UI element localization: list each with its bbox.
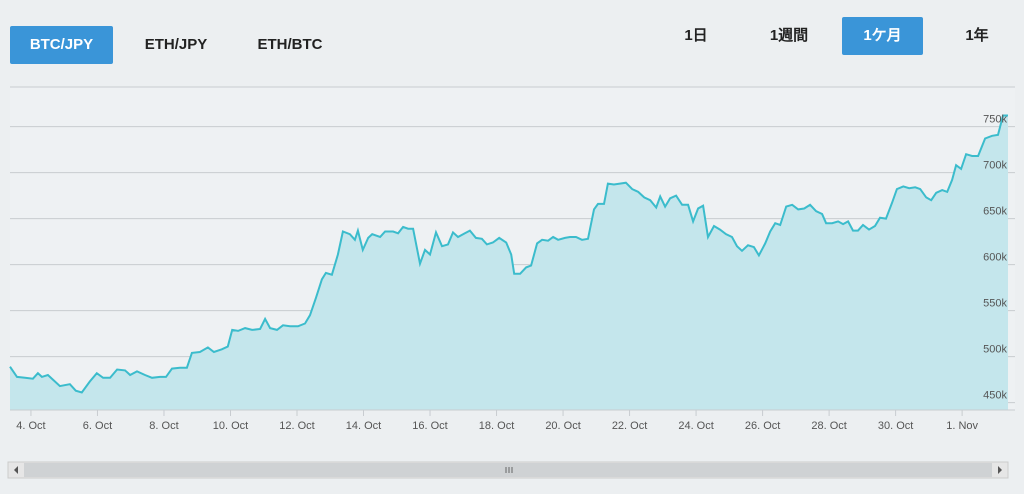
tab-button[interactable]: ETH/JPY	[144, 36, 208, 53]
x-tick-label: 8. Oct	[149, 420, 178, 432]
y-tick-label: 700k	[983, 159, 1007, 171]
scroll-right-arrow[interactable]	[998, 466, 1002, 474]
x-tick-label: 12. Oct	[279, 420, 314, 432]
tab-button[interactable]: 1ケ月	[842, 17, 923, 55]
y-tick-label: 600k	[983, 252, 1007, 264]
y-tick-label: 550k	[983, 298, 1007, 310]
x-tick-label: 4. Oct	[16, 420, 45, 432]
x-tick-label: 14. Oct	[346, 420, 381, 432]
y-tick-label: 650k	[983, 205, 1007, 217]
x-tick-label: 1. Nov	[946, 420, 978, 432]
y-tick-label: 500k	[983, 344, 1007, 356]
tab-button[interactable]: 1年	[965, 27, 989, 44]
scroll-left-arrow[interactable]	[14, 466, 18, 474]
y-tick-label: 450k	[983, 390, 1007, 402]
line	[9, 114, 1008, 394]
tab-button[interactable]: 1週間	[769, 27, 809, 44]
scrollbar[interactable]	[7, 461, 1009, 479]
tab-button[interactable]: ETH/BTC	[257, 36, 323, 53]
tab-button[interactable]: BTC/JPY	[10, 26, 113, 64]
x-tick-label: 6. Oct	[83, 420, 112, 432]
x-tick-label: 24. Oct	[678, 420, 713, 432]
y-tick-label: 750k	[983, 113, 1007, 125]
x-tick-label: 10. Oct	[213, 420, 248, 432]
x-tick-label: 30. Oct	[878, 420, 913, 432]
scroll-thumb[interactable]	[24, 463, 992, 477]
x-tick-label: 16. Oct	[412, 420, 447, 432]
x-tick-label: 22. Oct	[612, 420, 647, 432]
x-tick-label: 20. Oct	[545, 420, 580, 432]
x-tick-label: 18. Oct	[479, 420, 514, 432]
area	[10, 115, 1008, 410]
x-tick-label: 28. Oct	[811, 420, 846, 432]
tab-button[interactable]: 1日	[684, 27, 708, 44]
scroll-grip	[505, 467, 513, 473]
x-tick-label: 26. Oct	[745, 420, 780, 432]
